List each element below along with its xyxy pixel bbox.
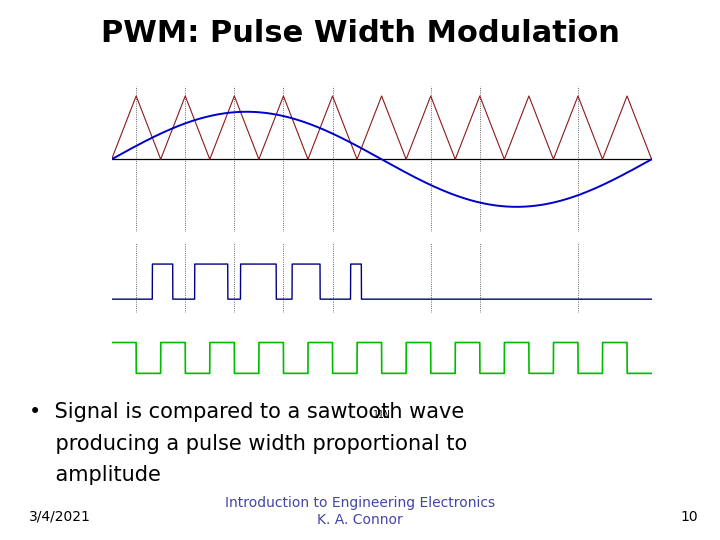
Text: •  Signal is compared to a sawtooth wave: • Signal is compared to a sawtooth wave — [29, 402, 464, 422]
Text: 3/4/2021: 3/4/2021 — [29, 510, 91, 524]
Text: producing a pulse width proportional to: producing a pulse width proportional to — [29, 434, 467, 454]
Text: 10: 10 — [681, 510, 698, 524]
Text: 11N: 11N — [373, 410, 390, 420]
Text: amplitude: amplitude — [29, 465, 161, 485]
Text: PWM: Pulse Width Modulation: PWM: Pulse Width Modulation — [101, 19, 619, 48]
Text: K. A. Connor: K. A. Connor — [317, 512, 403, 526]
Text: Introduction to Engineering Electronics: Introduction to Engineering Electronics — [225, 496, 495, 510]
